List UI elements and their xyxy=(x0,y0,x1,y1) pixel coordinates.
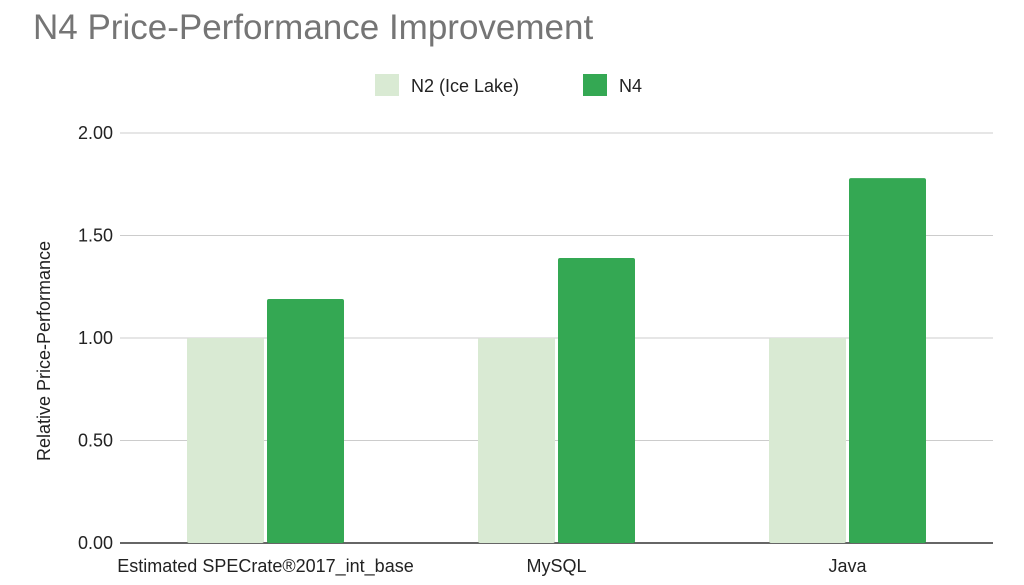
legend-swatch xyxy=(375,74,399,96)
bar-n2 xyxy=(769,338,846,543)
bar-n4 xyxy=(267,299,344,543)
chart-title: N4 Price-Performance Improvement xyxy=(33,8,594,47)
bar-n4 xyxy=(849,178,926,543)
y-tick-labels: 0.00 0.50 1.00 1.50 2.00 xyxy=(78,123,113,553)
x-tick-label: Estimated SPECrate®2017_int_base xyxy=(117,556,413,577)
legend-swatch xyxy=(583,74,607,96)
bar-n2 xyxy=(187,338,264,543)
legend-label: N4 xyxy=(619,76,642,96)
x-tick-label: MySQL xyxy=(526,556,586,576)
bars xyxy=(187,178,926,543)
legend: N2 (Ice Lake) N4 xyxy=(375,74,642,96)
y-tick-label: 2.00 xyxy=(78,123,113,143)
legend-label: N2 (Ice Lake) xyxy=(411,76,519,96)
bar-n2 xyxy=(478,338,555,543)
bar-n4 xyxy=(558,258,635,543)
y-axis-label: Relative Price-Performance xyxy=(34,241,54,461)
y-tick-label: 1.00 xyxy=(78,328,113,348)
x-tick-labels: Estimated SPECrate®2017_int_base MySQL Jav… xyxy=(117,556,867,577)
y-tick-label: 0.00 xyxy=(78,533,113,553)
y-tick-label: 1.50 xyxy=(78,226,113,246)
y-tick-label: 0.50 xyxy=(78,431,113,451)
x-tick-label: Java xyxy=(828,556,867,576)
gridlines xyxy=(120,132,993,544)
